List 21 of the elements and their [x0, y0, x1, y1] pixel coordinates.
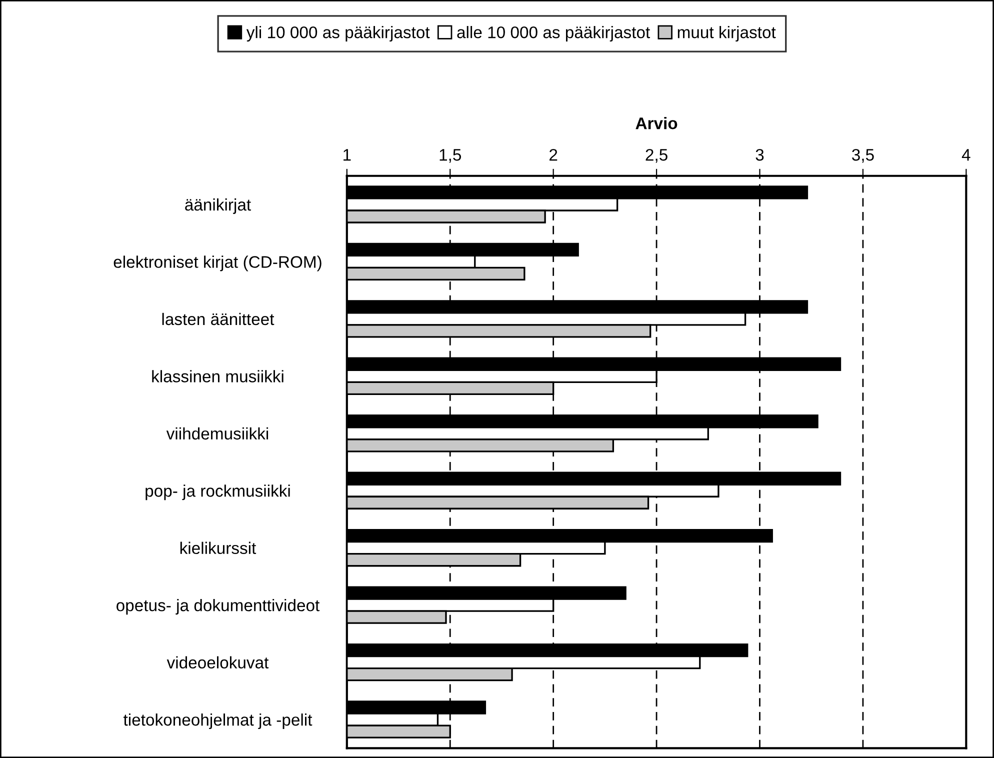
y-tick-label: lasten äänitteet — [162, 312, 274, 326]
y-tick-label: tietokoneohjelmat ja -pelit — [124, 713, 312, 730]
x-tick-label: 2,5 — [646, 148, 668, 163]
y-tick-label: videoelokuvat — [166, 656, 269, 669]
x-tick-label: 2 — [550, 148, 558, 161]
y-tick-label: pop- ja rockmusiikki — [146, 484, 290, 500]
legend-label: muut kirjastot — [678, 26, 776, 42]
y-tick-label: klassinen musiikki — [152, 370, 284, 382]
y-tick-label: kielikurssit — [180, 542, 256, 554]
x-tick-label: 1,5 — [440, 149, 462, 163]
legend-label: alle 10 000 as pääkirjastot — [457, 26, 650, 42]
y-tick-label: äänikirjat — [185, 198, 251, 214]
x-tick-label: 4 — [962, 149, 970, 161]
y-tick-label: elektroniset kirjat (CD-ROM) — [114, 256, 322, 272]
x-tick-label: 3,5 — [852, 148, 874, 163]
x-axis-title: Arvio — [636, 116, 678, 130]
y-tick-label: viihdemusiikki — [166, 427, 268, 440]
y-tick-label: opetus- ja dokumenttivideot — [116, 599, 320, 615]
x-tick-label: 1 — [344, 149, 351, 161]
legend-label: yli 10 000 as pääkirjastot — [246, 26, 430, 42]
x-tick-label: 3 — [756, 148, 764, 161]
